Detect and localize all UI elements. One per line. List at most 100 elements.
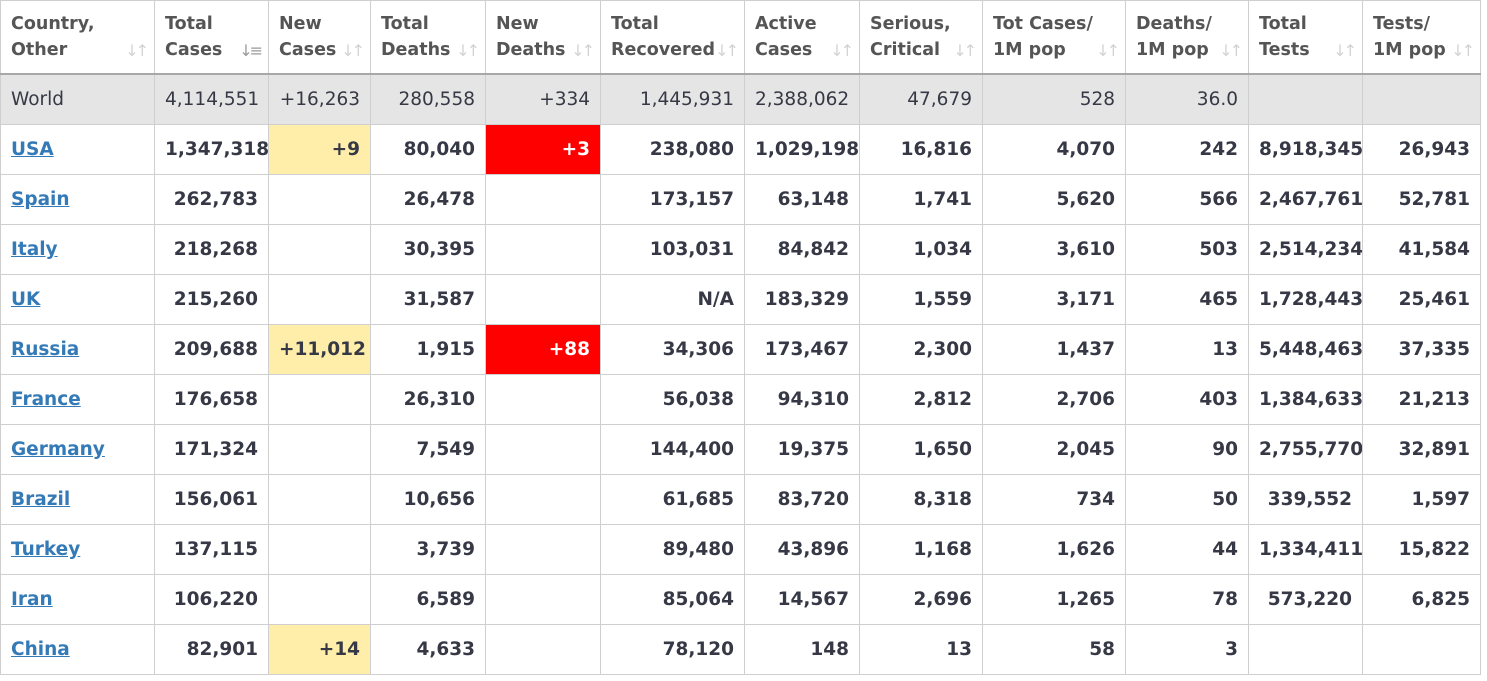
total-tests-cell: 2,467,761 [1248, 174, 1363, 225]
total-deaths-cell: 31,587 [370, 274, 486, 325]
sort-icon[interactable]: ↓↑ [1451, 41, 1475, 60]
total-recovered-cell: 78,120 [600, 624, 745, 675]
new-cases-cell [268, 524, 371, 575]
col-header-deaths-per-1m[interactable]: Deaths/1M pop ↓↑ [1125, 0, 1249, 75]
total-cases-cell: 176,658 [154, 374, 269, 425]
total-tests-cell: 573,220 [1248, 574, 1363, 625]
sort-icon[interactable]: ↓↑ [1096, 41, 1120, 60]
col-header-active-cases[interactable]: Active Cases ↓↑ [744, 0, 860, 75]
serious-critical-cell: 1,168 [859, 524, 983, 575]
col-header-total-deaths[interactable]: Total Deaths ↓↑ [370, 0, 486, 75]
cases-per-1m-cell: 4,070 [982, 124, 1126, 175]
country-link[interactable]: Germany [11, 439, 105, 460]
sort-icon[interactable]: ↓↑ [341, 41, 365, 60]
country-link[interactable]: Turkey [11, 539, 81, 560]
header-label-line1: Total [1259, 14, 1307, 34]
col-header-tot-cases-per-1m[interactable]: Tot Cases/1M pop ↓↑ [982, 0, 1126, 75]
country-link[interactable]: China [11, 639, 70, 660]
country-link[interactable]: Iran [11, 589, 53, 610]
total-cases-cell: 171,324 [154, 424, 269, 475]
header-label-line2: 1M pop [1373, 40, 1446, 60]
total-recovered-cell: 89,480 [600, 524, 745, 575]
header-label-line1: Active [755, 14, 817, 34]
sort-icon[interactable]: ↓↑ [1219, 41, 1243, 60]
new-cases-cell [268, 374, 371, 425]
total-tests-cell: 1,384,633 [1248, 374, 1363, 425]
country-cell: Iran [0, 574, 155, 625]
col-header-tests-per-1m[interactable]: Tests/1M pop ↓↑ [1362, 0, 1481, 75]
active-cases-cell: 84,842 [744, 224, 860, 275]
tests-per-1m-cell: 25,461 [1362, 274, 1481, 325]
tests-per-1m-cell: 37,335 [1362, 324, 1481, 375]
col-header-total-cases[interactable]: Total Cases ↓≡ [154, 0, 269, 75]
sort-icon[interactable]: ↓↑ [953, 41, 977, 60]
tests-per-1m-cell: 26,943 [1362, 124, 1481, 175]
header-label-line2: Recovered [611, 40, 716, 60]
active-cases-cell: 183,329 [744, 274, 860, 325]
country-row: Germany 171,324 7,549 144,400 19,375 1,650 2,0… [0, 424, 1481, 475]
total-cases-cell: 218,268 [154, 224, 269, 275]
new-cases-cell [268, 574, 371, 625]
new-deaths-cell [485, 174, 601, 225]
country-link[interactable]: Russia [11, 339, 80, 360]
cases-per-1m-cell: 3,610 [982, 224, 1126, 275]
tests-per-1m-cell: 6,825 [1362, 574, 1481, 625]
sort-icon[interactable]: ↓↑ [456, 41, 480, 60]
deaths-per-1m-cell: 403 [1125, 374, 1249, 425]
header-label-line2: Cases [755, 40, 813, 60]
col-header-serious-critical[interactable]: Serious, Critical ↓↑ [859, 0, 983, 75]
country-cell: Italy [0, 224, 155, 275]
world-cases-per-1m: 528 [982, 73, 1126, 125]
new-deaths-cell [485, 274, 601, 325]
sort-icon[interactable]: ↓↑ [125, 41, 149, 60]
deaths-per-1m-cell: 465 [1125, 274, 1249, 325]
col-header-new-deaths[interactable]: New Deaths ↓↑ [485, 0, 601, 75]
country-cell: Spain [0, 174, 155, 225]
new-deaths-cell [485, 474, 601, 525]
world-total-cases: 4,114,551 [154, 73, 269, 125]
total-deaths-cell: 7,549 [370, 424, 486, 475]
col-header-country[interactable]: Country, Other ↓↑ [0, 0, 155, 75]
country-link[interactable]: France [11, 389, 81, 410]
header-label-line1: Tests/ [1373, 14, 1431, 34]
sort-icon[interactable]: ↓↑ [830, 41, 854, 60]
total-recovered-cell: 85,064 [600, 574, 745, 625]
total-deaths-cell: 4,633 [370, 624, 486, 675]
sort-icon[interactable]: ↓↑ [571, 41, 595, 60]
deaths-per-1m-cell: 566 [1125, 174, 1249, 225]
country-link[interactable]: Spain [11, 189, 70, 210]
world-name-cell: World [0, 73, 155, 125]
total-tests-cell: 8,918,345 [1248, 124, 1363, 175]
cases-per-1m-cell: 58 [982, 624, 1126, 675]
country-link[interactable]: Brazil [11, 489, 71, 510]
tests-per-1m-cell: 52,781 [1362, 174, 1481, 225]
country-row: France 176,658 26,310 56,038 94,310 2,812 2,70… [0, 374, 1481, 425]
total-recovered-cell: 56,038 [600, 374, 745, 425]
country-link[interactable]: Italy [11, 239, 58, 260]
world-deaths-per-1m: 36.0 [1125, 73, 1249, 125]
country-row: Iran 106,220 6,589 85,064 14,567 2,696 1,265 78… [0, 574, 1481, 625]
header-label-line1: Serious, [870, 14, 951, 34]
new-cases-cell [268, 274, 371, 325]
col-header-total-recovered[interactable]: Total Recovered ↓↑ [600, 0, 745, 75]
world-tests-per-1m [1362, 73, 1481, 125]
country-link[interactable]: UK [11, 289, 41, 310]
col-header-new-cases[interactable]: New Cases ↓↑ [268, 0, 371, 75]
sort-icon[interactable]: ↓↑ [715, 41, 739, 60]
active-cases-cell: 63,148 [744, 174, 860, 225]
header-label-line1: New [279, 14, 322, 34]
new-deaths-cell [485, 524, 601, 575]
country-row: Turkey 137,115 3,739 89,480 43,896 1,168 1,626… [0, 524, 1481, 575]
country-row: USA 1,347,318 +9 80,040 +3 238,080 1,029,198 16… [0, 124, 1481, 175]
cases-per-1m-cell: 5,620 [982, 174, 1126, 225]
serious-critical-cell: 2,300 [859, 324, 983, 375]
new-deaths-cell [485, 574, 601, 625]
world-new-deaths: +334 [485, 73, 601, 125]
country-link[interactable]: USA [11, 139, 54, 160]
serious-critical-cell: 16,816 [859, 124, 983, 175]
sort-desc-icon[interactable]: ↓≡ [239, 41, 263, 60]
col-header-total-tests[interactable]: Total Tests ↓↑ [1248, 0, 1363, 75]
total-deaths-cell: 3,739 [370, 524, 486, 575]
sort-icon[interactable]: ↓↑ [1333, 41, 1357, 60]
world-total-row: World 4,114,551 +16,263 280,558 +334 1,4… [0, 73, 1481, 125]
